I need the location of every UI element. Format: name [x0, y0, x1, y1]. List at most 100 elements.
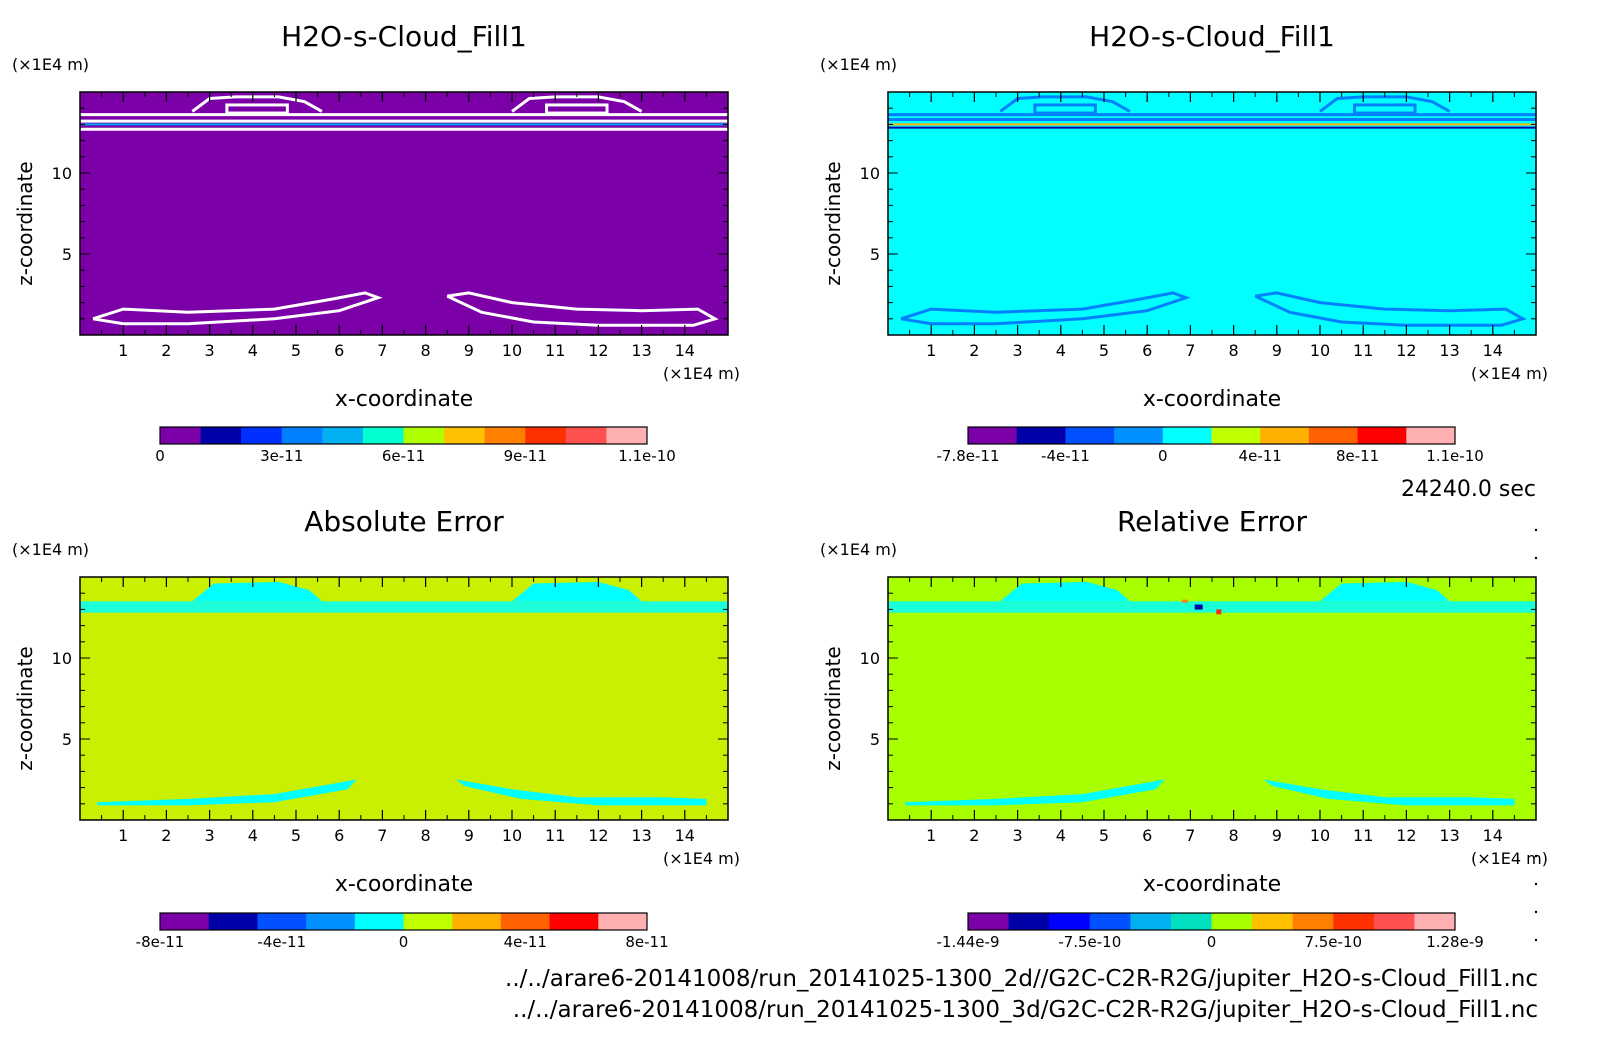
x-tick-label: 3 [205, 341, 215, 360]
error-patch [455, 779, 707, 806]
margin-dot [1534, 528, 1538, 532]
cloud-contour [1033, 103, 1097, 115]
x-tick-label: 8 [1229, 826, 1239, 845]
z-tick-label: 5 [62, 245, 72, 264]
z-axis-label: z-coordinate [821, 161, 845, 285]
colorbar-segment [1308, 427, 1359, 444]
margin-dot [1534, 882, 1538, 886]
x-tick-label: 12 [588, 826, 608, 845]
x-tick-label: 13 [631, 341, 651, 360]
x-tick-label: 10 [502, 341, 522, 360]
x-tick-label: 9 [464, 826, 474, 845]
surface-contour [446, 291, 719, 327]
surface-contour [92, 291, 383, 326]
error-patch [97, 779, 357, 806]
error-patch [888, 601, 1536, 613]
x-tick-label: 9 [1272, 826, 1282, 845]
footer-file-path-2: ../../arare6-20141008/run_20141025-1300_… [512, 997, 1538, 1023]
plot-area [80, 577, 728, 820]
colorbar-segment [444, 427, 486, 444]
colorbar-tick-label: 0 [155, 447, 165, 465]
x-tick-label: 14 [1483, 341, 1503, 360]
colorbar-segment [403, 913, 453, 930]
colorbar-segment [968, 427, 1018, 444]
error-speck [1181, 599, 1188, 603]
z-tick-label: 10 [860, 164, 880, 183]
x-tick-label: 6 [334, 826, 344, 845]
x-tick-label: 14 [675, 341, 695, 360]
x-unit-label: (×1E4 m) [1471, 849, 1548, 868]
z-unit-label: (×1E4 m) [820, 540, 897, 559]
colorbar-segment [968, 913, 1010, 930]
colorbar-segment [1333, 913, 1375, 930]
z-unit-label: (×1E4 m) [12, 55, 89, 74]
colorbar-tick-label: 1.1e-10 [618, 447, 676, 465]
x-tick-label: 6 [334, 341, 344, 360]
z-axis-label: z-coordinate [13, 161, 37, 285]
cloud-contour [545, 103, 609, 115]
colorbar-segment [549, 913, 599, 930]
plot-area [80, 92, 728, 335]
colorbar-segment [208, 913, 258, 930]
x-tick-label: 4 [248, 826, 258, 845]
x-tick-label: 10 [502, 826, 522, 845]
cloud-contour [225, 103, 289, 115]
colorbar-tick-label: 4e-11 [1239, 447, 1282, 465]
colorbar-segment [306, 913, 356, 930]
colorbar-tick-label: 1.28e-9 [1426, 933, 1484, 951]
x-tick-label: 13 [631, 826, 651, 845]
x-tick-label: 8 [421, 826, 431, 845]
colorbar-tick-label: 7.5e-10 [1304, 933, 1362, 951]
z-axis-label: z-coordinate [821, 646, 845, 770]
error-speck [1194, 604, 1203, 610]
x-axis-label: x-coordinate [1143, 387, 1281, 412]
z-tick-label: 10 [52, 164, 72, 183]
z-axis-label: z-coordinate [13, 646, 37, 770]
colorbar-tick-label: -7.8e-11 [937, 447, 1000, 465]
colorbar-segment [484, 427, 526, 444]
x-tick-label: 14 [1483, 826, 1503, 845]
colorbar-segment [403, 427, 445, 444]
x-tick-label: 12 [1396, 341, 1416, 360]
colorbar-frame [159, 426, 648, 445]
colorbar-segment [500, 913, 551, 930]
colorbar-segment [160, 427, 202, 444]
colorbar-segment [1049, 913, 1091, 930]
x-tick-label: 12 [1396, 826, 1416, 845]
colorbar-tick-label: -4e-11 [1041, 447, 1090, 465]
x-tick-label: 6 [1142, 826, 1152, 845]
margin-dot [1534, 938, 1538, 942]
cloud-contour [191, 95, 323, 113]
x-tick-label: 6 [1142, 341, 1152, 360]
x-tick-label: 2 [969, 826, 979, 845]
colorbar-segment [1089, 913, 1131, 930]
colorbar-segment [565, 427, 607, 444]
panel-title: H2O-s-Cloud_Fill1 [1089, 20, 1335, 53]
x-unit-label: (×1E4 m) [663, 364, 740, 383]
colorbar-segment [1170, 913, 1212, 930]
z-tick-label: 10 [52, 649, 72, 668]
colorbar-frame [967, 912, 1456, 931]
x-tick-label: 11 [545, 341, 565, 360]
colorbar-tick-label: 8e-11 [625, 933, 668, 951]
x-tick-label: 8 [1229, 341, 1239, 360]
colorbar-segment [452, 913, 502, 930]
x-tick-label: 3 [1013, 341, 1023, 360]
x-axis-label: x-coordinate [1143, 872, 1281, 897]
x-tick-label: 7 [1185, 341, 1195, 360]
colorbar-segment [1114, 427, 1164, 444]
colorbar-segment [281, 427, 323, 444]
colorbar-segment [1260, 427, 1310, 444]
colorbar-tick-label: 6e-11 [382, 447, 425, 465]
x-unit-label: (×1E4 m) [1471, 364, 1548, 383]
x-tick-label: 11 [1353, 826, 1373, 845]
colorbar-segment [1211, 427, 1261, 444]
colorbar-segment [1373, 913, 1415, 930]
colorbar-tick-label: 0 [399, 933, 409, 951]
x-tick-label: 4 [1056, 826, 1066, 845]
colorbar-tick-label: 9e-11 [504, 447, 547, 465]
colorbar-tick-label: 1.1e-10 [1426, 447, 1484, 465]
x-tick-label: 13 [1439, 826, 1459, 845]
error-patch [1320, 581, 1450, 602]
panel-3 [79, 576, 729, 931]
